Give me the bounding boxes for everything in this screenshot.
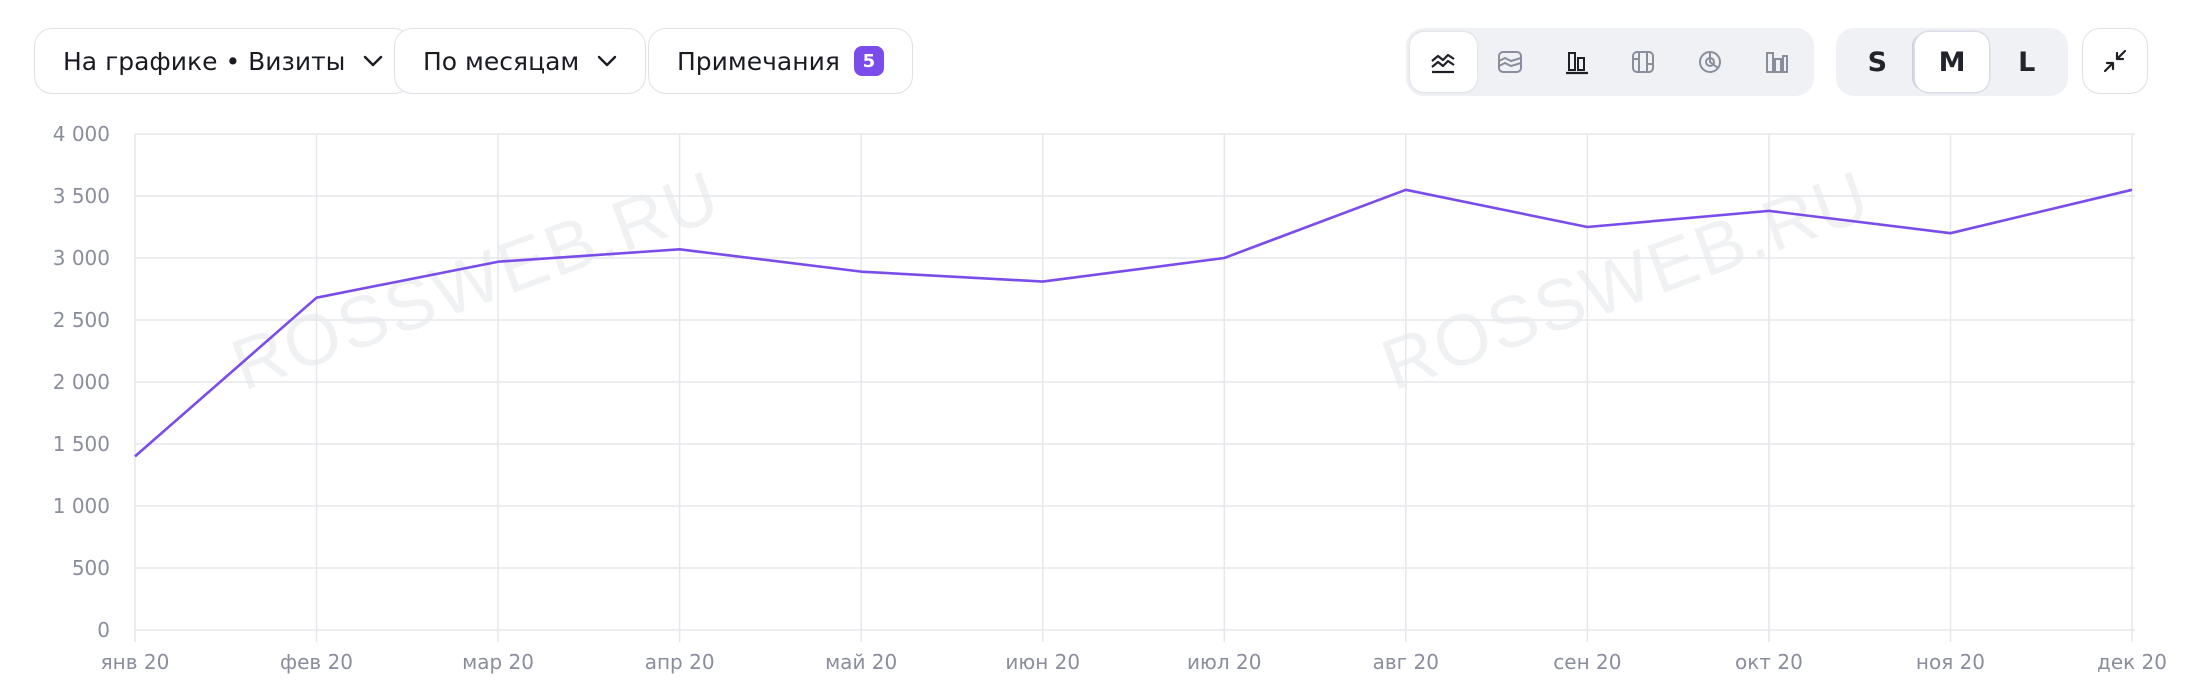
chart-type-pie[interactable]	[1677, 32, 1744, 92]
series-line[interactable]	[134, 188, 2133, 458]
area-chart-icon	[1498, 51, 1522, 73]
y-tick-label: 2 000	[53, 370, 110, 394]
line-chart-icon	[1431, 53, 1455, 74]
collapse-icon	[2103, 49, 2127, 73]
y-tick-label: 3 000	[53, 246, 110, 270]
x-tick-label: май 20	[825, 650, 897, 674]
bar-chart-icon	[1565, 52, 1588, 75]
metric-dropdown-label: На графике • Визиты	[63, 46, 346, 76]
stacked-bar-icon	[1632, 51, 1655, 73]
metric-dropdown[interactable]: На графике • Визиты	[34, 28, 413, 94]
chart-type-area[interactable]	[1477, 32, 1544, 92]
y-tick-label: 2 500	[53, 308, 110, 332]
data-point[interactable]	[1400, 184, 1412, 196]
x-tick-label: окт 20	[1735, 650, 1803, 674]
data-point[interactable]	[855, 266, 867, 278]
pie-chart-icon	[1699, 51, 1722, 73]
x-tick-label: фев 20	[280, 650, 353, 674]
x-tick-label: ноя 20	[1916, 650, 1985, 674]
size-button-s[interactable]: S	[1867, 46, 1888, 78]
chart-type-line[interactable]	[1410, 32, 1477, 92]
data-point[interactable]	[1944, 227, 1956, 239]
chevron-down-icon	[598, 55, 617, 67]
x-tick-label: июн 20	[1005, 650, 1080, 674]
x-tick-label: авг 20	[1373, 650, 1439, 674]
size-switcher: S M L	[1836, 28, 2068, 96]
x-tick-label: сен 20	[1553, 650, 1621, 674]
data-point[interactable]	[492, 256, 504, 268]
notes-button[interactable]: Примечания 5	[648, 28, 913, 94]
y-tick-label: 3 500	[53, 184, 110, 208]
data-point[interactable]	[1218, 252, 1230, 264]
chart-type-switcher	[1406, 28, 1814, 96]
column-chart-icon	[1765, 52, 1788, 73]
collapse-button[interactable]	[2082, 28, 2148, 94]
size-button-l[interactable]: L	[2018, 46, 2036, 78]
y-tick-label: 1 500	[53, 432, 110, 456]
data-point[interactable]	[1763, 205, 1775, 217]
data-point[interactable]	[2126, 184, 2138, 196]
chart-type-stacked[interactable]	[1610, 32, 1677, 92]
visits-line-chart: 0 500 1 000 1 500 2 000 2 500 3 000 3 500 4 000 я…	[53, 122, 2167, 674]
chart-type-bar[interactable]	[1543, 32, 1610, 92]
notes-count-badge: 5	[853, 46, 884, 76]
size-button-m[interactable]: M	[1914, 32, 1990, 92]
data-point[interactable]	[311, 292, 323, 304]
notes-button-label: Примечания	[677, 46, 840, 76]
chevron-down-icon	[364, 55, 383, 67]
x-tick-label: янв 20	[101, 650, 170, 674]
data-point[interactable]	[129, 450, 141, 462]
period-dropdown-label: По месяцам	[423, 46, 580, 76]
y-tick-label: 4 000	[53, 122, 110, 146]
x-tick-label: дек 20	[2097, 650, 2167, 674]
y-tick-label: 1 000	[53, 494, 110, 518]
toolbar: На графике • Визиты По месяцам Примечани…	[0, 0, 2200, 130]
data-point[interactable]	[1581, 221, 1593, 233]
chart-type-column[interactable]	[1743, 32, 1810, 92]
x-tick-label: апр 20	[645, 650, 715, 674]
x-tick-label: июл 20	[1187, 650, 1261, 674]
y-tick-label: 0	[97, 618, 110, 642]
y-tick-label: 500	[72, 556, 110, 580]
data-point[interactable]	[1037, 276, 1049, 288]
period-dropdown[interactable]: По месяцам	[394, 28, 647, 94]
data-point[interactable]	[674, 243, 686, 255]
x-tick-label: мар 20	[462, 650, 534, 674]
